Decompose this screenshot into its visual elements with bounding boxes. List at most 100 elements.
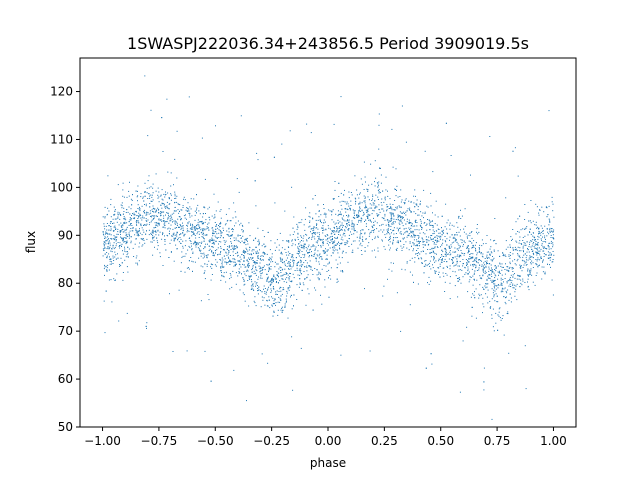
data-point <box>460 254 461 256</box>
data-point <box>321 227 323 229</box>
data-point <box>266 273 268 275</box>
data-point <box>484 273 486 274</box>
data-point <box>470 174 471 176</box>
data-point <box>490 264 492 266</box>
data-point <box>413 235 415 237</box>
data-point <box>299 271 301 273</box>
data-point <box>426 205 428 207</box>
data-point <box>546 216 548 218</box>
data-point <box>316 254 318 256</box>
data-point <box>262 255 264 257</box>
x-tick-label: −0.50 <box>197 434 234 448</box>
data-point <box>438 240 440 242</box>
data-point <box>280 257 282 259</box>
data-point <box>414 261 416 263</box>
data-point <box>369 219 371 221</box>
data-point <box>552 244 554 246</box>
data-point <box>519 240 521 242</box>
data-point <box>507 266 509 268</box>
data-point <box>103 250 105 251</box>
data-point <box>179 210 180 212</box>
data-point <box>107 239 109 241</box>
data-point <box>268 296 270 298</box>
data-point <box>375 194 377 196</box>
data-point <box>506 281 508 283</box>
data-point <box>398 222 400 224</box>
data-point <box>239 235 241 236</box>
data-point <box>249 265 250 267</box>
data-point <box>209 239 211 241</box>
data-point <box>215 228 217 230</box>
data-point <box>102 216 104 218</box>
data-point <box>528 275 529 277</box>
data-point <box>361 245 363 247</box>
data-point <box>174 191 176 193</box>
data-point <box>157 225 159 227</box>
data-point <box>504 269 506 270</box>
data-point <box>276 271 278 272</box>
data-point <box>471 242 473 244</box>
data-point <box>543 256 545 257</box>
data-point <box>142 239 144 241</box>
data-point <box>229 264 231 265</box>
data-point <box>390 214 392 215</box>
data-point <box>258 241 260 243</box>
data-point <box>406 221 408 223</box>
data-point <box>343 219 345 221</box>
data-point <box>286 300 287 302</box>
data-point <box>335 222 337 224</box>
data-point <box>247 264 249 266</box>
data-point <box>167 207 169 209</box>
data-point <box>180 270 182 272</box>
data-point <box>269 307 271 309</box>
data-point <box>552 259 554 260</box>
data-point <box>244 256 245 258</box>
data-point <box>334 247 336 249</box>
data-point <box>382 208 384 210</box>
data-point <box>345 203 347 205</box>
data-point <box>252 260 254 261</box>
data-point <box>301 219 303 221</box>
data-point <box>126 226 128 228</box>
data-point <box>284 265 286 267</box>
data-point <box>143 211 145 212</box>
data-point <box>281 261 283 263</box>
data-point <box>436 246 438 248</box>
y-axis-label: flux <box>24 231 38 253</box>
data-point <box>115 218 117 220</box>
data-point <box>169 233 170 235</box>
data-point <box>376 214 378 216</box>
data-point <box>309 212 311 214</box>
data-point <box>288 241 290 243</box>
data-point <box>494 265 496 267</box>
data-point <box>340 243 342 245</box>
data-point <box>318 279 320 281</box>
data-point <box>235 265 236 267</box>
data-point <box>204 278 206 280</box>
data-point <box>482 243 484 245</box>
data-point <box>255 266 257 268</box>
data-point <box>130 208 132 210</box>
data-point <box>341 236 343 238</box>
data-point <box>400 221 402 223</box>
data-point <box>124 229 126 231</box>
data-point <box>149 210 151 212</box>
data-point <box>463 254 465 256</box>
data-point <box>175 237 177 239</box>
data-point <box>134 243 136 245</box>
data-point <box>445 203 447 205</box>
data-point <box>227 219 229 221</box>
data-point <box>123 218 125 220</box>
data-point <box>342 218 344 220</box>
data-point <box>155 210 157 212</box>
data-point <box>355 198 357 200</box>
data-point <box>170 251 172 253</box>
data-point <box>174 198 176 199</box>
data-point <box>542 230 544 232</box>
data-point <box>207 254 209 256</box>
data-point <box>518 278 520 280</box>
data-point <box>322 250 324 252</box>
data-point <box>157 187 159 189</box>
data-point <box>280 267 282 269</box>
data-point <box>468 240 470 242</box>
